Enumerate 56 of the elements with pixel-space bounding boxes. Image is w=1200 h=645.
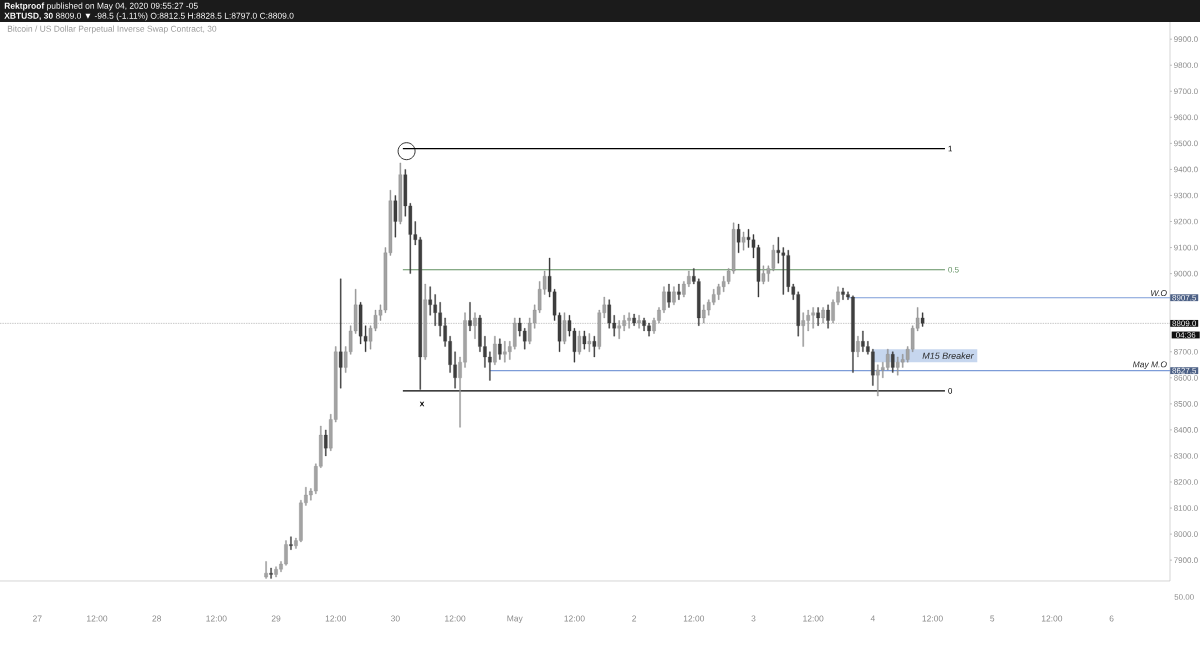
chart-title: Rektproof published on May 04, 2020 09:55:27 -05 [4, 2, 198, 11]
candlestick [677, 283, 681, 300]
candlestick [741, 231, 746, 251]
x-tick-label: 29 [271, 615, 281, 622]
candlestick [498, 338, 502, 360]
x-tick-label: 12:00 [325, 615, 346, 622]
candlestick [856, 335, 860, 358]
candlestick [816, 307, 820, 326]
candlestick [398, 162, 403, 225]
candlestick [736, 223, 741, 253]
x-tick-label: 28 [152, 615, 162, 622]
candlestick [891, 351, 895, 373]
x-tick-label: 12:00 [564, 615, 585, 622]
candlestick [468, 302, 472, 332]
candlestick [667, 283, 671, 308]
x-tick-label: 12:00 [683, 615, 705, 622]
x-tick-label: 12:00 [803, 615, 824, 622]
candlestick [632, 313, 636, 326]
candlestick [562, 312, 567, 345]
x-tick-label: 30 [391, 615, 400, 622]
candlestick [338, 278, 343, 389]
candlestick [493, 335, 497, 365]
candlestick [269, 567, 273, 579]
candlestick [637, 315, 641, 329]
x-tick-label: 12:00 [1041, 615, 1063, 622]
x-tick-label: 12:00 [922, 615, 943, 622]
x-tick-label: 4 [870, 615, 875, 622]
series-label: May M.O [1132, 361, 1167, 370]
x-tick-label: 2 [632, 615, 637, 622]
candlestick [473, 312, 477, 339]
candlestick [423, 283, 427, 360]
x-tick-label: 6 [1109, 615, 1114, 622]
x-tick-label: 12:00 [445, 615, 466, 622]
x-tick-label: 12:00 [206, 615, 227, 622]
candlestick [577, 330, 582, 355]
series-label: W.O [1151, 290, 1167, 297]
series-label: M15 Breaker [922, 352, 974, 359]
candlestick [592, 335, 597, 358]
candlestick [393, 195, 398, 238]
candlestick [821, 307, 825, 324]
candlestick [582, 330, 587, 350]
candlestick [264, 561, 268, 579]
candlestick [289, 536, 293, 550]
candlestick [826, 304, 830, 329]
x-tick-label: 12:00 [87, 615, 108, 622]
x-tick-label: 5 [990, 615, 995, 622]
candlestick [587, 333, 592, 352]
annotation: x [419, 401, 425, 407]
chart-subtitle: XBTUSD, 30 8809.0 ▼ -98.5 (-1.11%) O:8812.5 H:8828.5 L:8797.0 C:8809.0 [4, 12, 294, 21]
candlestick [324, 429, 328, 457]
candlestick [920, 312, 925, 327]
x-tick-label: May [507, 615, 523, 624]
x-tick-label: 27 [33, 615, 42, 622]
candlestick [672, 286, 676, 306]
annotation: Bitcoin / US Dollar Perpetual Inverse Swap Contract, 30 [7, 25, 217, 34]
x-tick-label: 3 [751, 615, 756, 622]
